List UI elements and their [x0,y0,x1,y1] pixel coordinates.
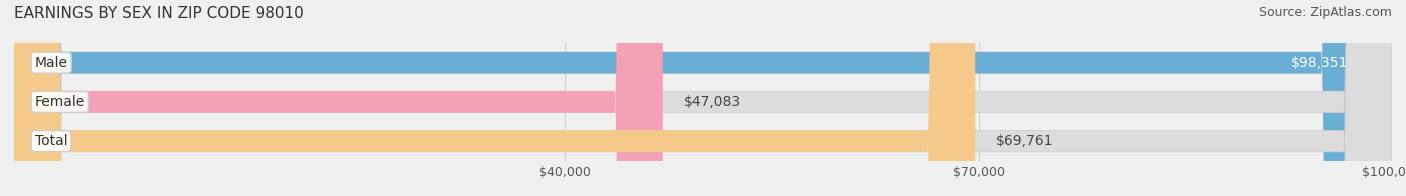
FancyBboxPatch shape [14,0,1369,196]
FancyBboxPatch shape [14,0,976,196]
Text: $47,083: $47,083 [683,95,741,109]
Text: EARNINGS BY SEX IN ZIP CODE 98010: EARNINGS BY SEX IN ZIP CODE 98010 [14,6,304,21]
FancyBboxPatch shape [14,0,1392,196]
Text: $98,351: $98,351 [1291,56,1348,70]
Text: Source: ZipAtlas.com: Source: ZipAtlas.com [1258,6,1392,19]
Text: Total: Total [35,134,67,148]
FancyBboxPatch shape [14,0,1392,196]
FancyBboxPatch shape [14,0,1392,196]
FancyBboxPatch shape [14,0,662,196]
Text: $69,761: $69,761 [995,134,1053,148]
Text: Female: Female [35,95,84,109]
Text: Male: Male [35,56,67,70]
